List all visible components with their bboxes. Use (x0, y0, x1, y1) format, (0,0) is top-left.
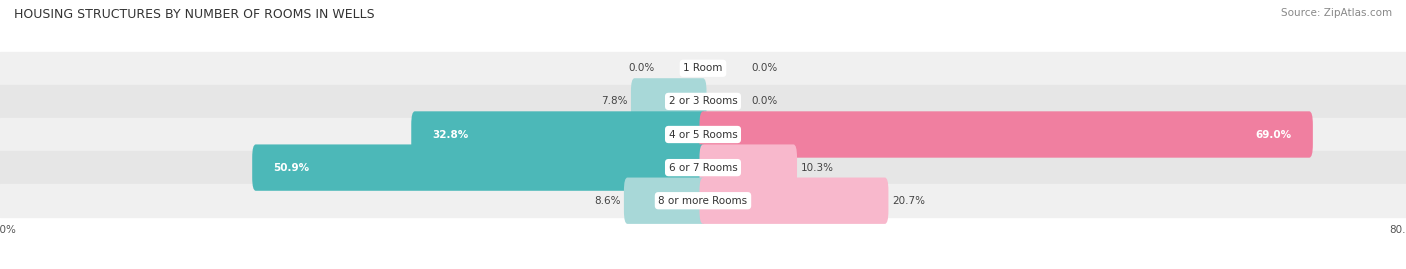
FancyBboxPatch shape (252, 144, 707, 191)
Bar (0, 184, 1406, 217)
FancyBboxPatch shape (700, 178, 889, 224)
Bar (0, 85, 1406, 118)
Text: HOUSING STRUCTURES BY NUMBER OF ROOMS IN WELLS: HOUSING STRUCTURES BY NUMBER OF ROOMS IN… (14, 8, 374, 21)
FancyBboxPatch shape (631, 78, 707, 125)
Text: 0.0%: 0.0% (751, 63, 778, 73)
Text: 4 or 5 Rooms: 4 or 5 Rooms (669, 129, 737, 140)
Text: 0.0%: 0.0% (751, 96, 778, 107)
Text: 50.9%: 50.9% (273, 162, 309, 173)
FancyBboxPatch shape (412, 111, 707, 158)
Text: Source: ZipAtlas.com: Source: ZipAtlas.com (1281, 8, 1392, 18)
Text: 32.8%: 32.8% (433, 129, 468, 140)
Text: 0.0%: 0.0% (628, 63, 655, 73)
Text: 1 Room: 1 Room (683, 63, 723, 73)
Text: 8.6%: 8.6% (593, 196, 620, 206)
FancyBboxPatch shape (700, 111, 1313, 158)
Text: 69.0%: 69.0% (1256, 129, 1292, 140)
Text: 6 or 7 Rooms: 6 or 7 Rooms (669, 162, 737, 173)
Bar (0, 151, 1406, 184)
Text: 2 or 3 Rooms: 2 or 3 Rooms (669, 96, 737, 107)
FancyBboxPatch shape (700, 144, 797, 191)
FancyBboxPatch shape (624, 178, 707, 224)
Text: 7.8%: 7.8% (600, 96, 627, 107)
Bar (0, 118, 1406, 151)
Text: 8 or more Rooms: 8 or more Rooms (658, 196, 748, 206)
Bar (0, 52, 1406, 85)
Text: 20.7%: 20.7% (891, 196, 925, 206)
Text: 10.3%: 10.3% (800, 162, 834, 173)
